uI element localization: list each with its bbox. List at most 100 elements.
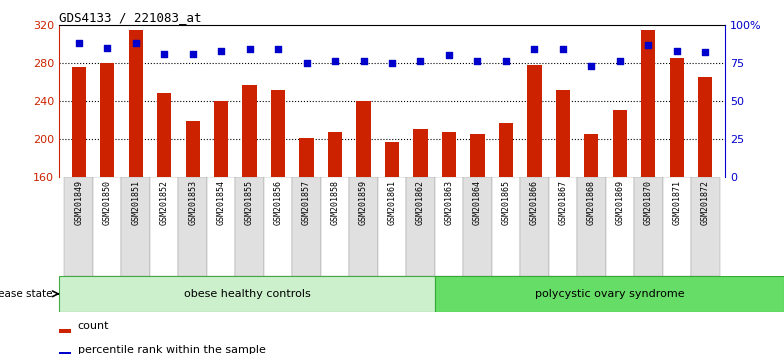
Bar xyxy=(299,138,314,177)
Point xyxy=(215,48,227,53)
Bar xyxy=(556,90,570,177)
Text: GSM201868: GSM201868 xyxy=(587,180,596,225)
Point xyxy=(272,46,285,52)
Bar xyxy=(413,130,427,177)
Point xyxy=(614,58,626,64)
Text: GSM201849: GSM201849 xyxy=(74,180,83,225)
Bar xyxy=(691,177,720,276)
Point xyxy=(642,42,655,47)
Bar xyxy=(442,132,456,177)
Text: GSM201865: GSM201865 xyxy=(502,180,510,225)
Text: GSM201870: GSM201870 xyxy=(644,180,653,225)
Bar xyxy=(605,177,634,276)
Bar xyxy=(662,177,691,276)
Bar xyxy=(492,177,520,276)
Text: GSM201867: GSM201867 xyxy=(558,180,568,225)
Bar xyxy=(613,110,627,177)
Bar xyxy=(93,177,122,276)
Text: GSM201862: GSM201862 xyxy=(416,180,425,225)
Bar xyxy=(698,77,713,177)
Bar xyxy=(122,177,150,276)
Text: GSM201854: GSM201854 xyxy=(216,180,226,225)
Text: GSM201850: GSM201850 xyxy=(103,180,111,225)
Point xyxy=(243,46,256,52)
Bar xyxy=(520,177,549,276)
Point xyxy=(443,52,456,58)
Bar xyxy=(242,85,256,177)
Point xyxy=(72,40,85,46)
Point xyxy=(300,60,313,66)
Point xyxy=(499,58,512,64)
Point xyxy=(670,48,683,53)
Bar xyxy=(71,67,86,177)
Point xyxy=(528,46,541,52)
Bar xyxy=(207,177,235,276)
Point xyxy=(585,63,597,69)
Bar xyxy=(59,353,71,354)
Bar xyxy=(434,177,463,276)
Point xyxy=(158,51,170,57)
Bar xyxy=(385,142,399,177)
Bar xyxy=(528,65,542,177)
Bar xyxy=(100,63,114,177)
Text: disease state: disease state xyxy=(0,289,53,299)
Text: count: count xyxy=(78,321,109,331)
Bar xyxy=(499,123,513,177)
Point xyxy=(414,58,426,64)
Text: GSM201869: GSM201869 xyxy=(615,180,624,225)
Text: GSM201856: GSM201856 xyxy=(274,180,282,225)
Bar xyxy=(634,177,662,276)
Point xyxy=(187,51,199,57)
Bar xyxy=(357,101,371,177)
Bar xyxy=(321,177,350,276)
Point xyxy=(471,58,484,64)
Bar xyxy=(64,177,93,276)
Bar xyxy=(463,177,492,276)
Bar xyxy=(406,177,434,276)
Point xyxy=(557,46,569,52)
Bar xyxy=(214,101,228,177)
Text: GSM201853: GSM201853 xyxy=(188,180,197,225)
Bar xyxy=(150,177,179,276)
Point xyxy=(328,58,341,64)
Bar xyxy=(378,177,406,276)
Point xyxy=(358,58,370,64)
Bar xyxy=(641,29,655,177)
Text: GSM201855: GSM201855 xyxy=(245,180,254,225)
Text: GDS4133 / 221083_at: GDS4133 / 221083_at xyxy=(59,11,201,24)
Bar xyxy=(157,93,171,177)
Text: GSM201871: GSM201871 xyxy=(673,180,681,225)
Text: percentile rank within the sample: percentile rank within the sample xyxy=(78,345,265,354)
Point xyxy=(129,40,142,46)
Text: GSM201859: GSM201859 xyxy=(359,180,368,225)
Bar xyxy=(435,276,784,312)
Bar xyxy=(179,177,207,276)
Bar xyxy=(328,132,342,177)
Text: GSM201866: GSM201866 xyxy=(530,180,539,225)
Bar xyxy=(59,276,435,312)
Bar xyxy=(470,134,485,177)
Point xyxy=(101,45,114,50)
Bar xyxy=(549,177,577,276)
Bar xyxy=(271,90,285,177)
Text: GSM201857: GSM201857 xyxy=(302,180,311,225)
Bar xyxy=(670,58,684,177)
Point xyxy=(699,49,712,55)
Point xyxy=(386,60,398,66)
Bar xyxy=(186,121,200,177)
Bar xyxy=(350,177,378,276)
Bar xyxy=(129,29,143,177)
Bar xyxy=(59,329,71,333)
Bar xyxy=(577,177,605,276)
Bar xyxy=(235,177,264,276)
Bar xyxy=(264,177,292,276)
Text: GSM201863: GSM201863 xyxy=(445,180,453,225)
Text: GSM201852: GSM201852 xyxy=(160,180,169,225)
Text: GSM201851: GSM201851 xyxy=(131,180,140,225)
Text: GSM201872: GSM201872 xyxy=(701,180,710,225)
Bar xyxy=(292,177,321,276)
Text: GSM201861: GSM201861 xyxy=(387,180,397,225)
Text: polycystic ovary syndrome: polycystic ovary syndrome xyxy=(535,289,684,299)
Text: GSM201864: GSM201864 xyxy=(473,180,482,225)
Text: obese healthy controls: obese healthy controls xyxy=(183,289,310,299)
